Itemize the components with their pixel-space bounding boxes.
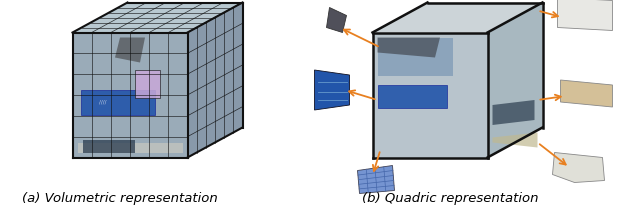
Polygon shape — [135, 70, 160, 97]
Polygon shape — [358, 165, 394, 194]
Polygon shape — [372, 3, 543, 32]
Polygon shape — [314, 70, 349, 110]
Polygon shape — [552, 152, 605, 183]
Polygon shape — [115, 38, 145, 62]
Polygon shape — [77, 143, 182, 152]
Polygon shape — [72, 3, 243, 32]
Text: ////: //// — [99, 100, 107, 105]
Polygon shape — [557, 0, 612, 30]
Polygon shape — [378, 38, 453, 76]
Polygon shape — [81, 90, 156, 115]
Polygon shape — [83, 140, 135, 152]
Polygon shape — [488, 3, 543, 157]
Polygon shape — [378, 85, 447, 108]
Polygon shape — [188, 3, 243, 157]
Polygon shape — [493, 132, 538, 148]
Polygon shape — [378, 38, 440, 57]
Polygon shape — [561, 80, 612, 107]
Text: (b) Quadric representation: (b) Quadric representation — [362, 192, 538, 205]
Polygon shape — [493, 100, 534, 125]
Text: (a) Volumetric representation: (a) Volumetric representation — [22, 192, 218, 205]
Polygon shape — [326, 8, 346, 32]
Polygon shape — [72, 32, 188, 157]
Polygon shape — [372, 32, 488, 157]
